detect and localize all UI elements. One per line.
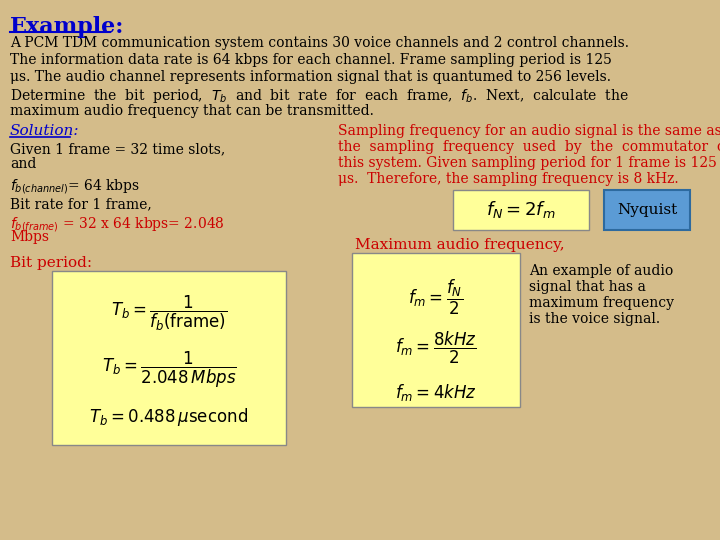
Text: μs.  Therefore, the sampling frequency is 8 kHz.: μs. Therefore, the sampling frequency is… [338,172,679,186]
Text: $T_b = \dfrac{1}{2.048\,Mbps}$: $T_b = \dfrac{1}{2.048\,Mbps}$ [102,350,236,390]
Text: Sampling frequency for an audio signal is the same as: Sampling frequency for an audio signal i… [338,124,720,138]
Text: Example:: Example: [10,16,125,38]
Text: the  sampling  frequency  used  by  the  commutator  of: the sampling frequency used by the commu… [338,140,720,154]
Text: Solution:: Solution: [10,124,79,138]
Text: Given 1 frame = 32 time slots,: Given 1 frame = 32 time slots, [10,142,225,156]
Text: Nyquist: Nyquist [617,203,677,217]
Text: A PCM TDM communication system contains 30 voice channels and 2 control channels: A PCM TDM communication system contains … [10,36,629,50]
Text: Bit period:: Bit period: [10,256,92,270]
Text: maximum frequency: maximum frequency [529,296,674,310]
Text: $f_{b(frame)}$ = 32 x 64 kbps= 2.048: $f_{b(frame)}$ = 32 x 64 kbps= 2.048 [10,215,225,234]
Text: Maximum audio frequency,: Maximum audio frequency, [355,238,564,252]
Text: μs. The audio channel represents information signal that is quantumed to 256 lev: μs. The audio channel represents informa… [10,70,611,84]
Text: An example of audio: An example of audio [529,264,673,278]
FancyBboxPatch shape [453,190,589,230]
FancyBboxPatch shape [52,271,286,445]
Text: $T_b = \dfrac{1}{f_b(\mathrm{frame})}$: $T_b = \dfrac{1}{f_b(\mathrm{frame})}$ [111,294,228,333]
Text: this system. Given sampling period for 1 frame is 125: this system. Given sampling period for 1… [338,156,717,170]
Text: Determine  the  bit  period,  $T_b$  and  bit  rate  for  each  frame,  $f_b$.  : Determine the bit period, $T_b$ and bit … [10,87,629,105]
Text: $f_m = \dfrac{f_N}{2}$: $f_m = \dfrac{f_N}{2}$ [408,278,464,317]
Text: The information data rate is 64 kbps for each channel. Frame sampling period is : The information data rate is 64 kbps for… [10,53,612,67]
FancyBboxPatch shape [352,253,520,407]
Text: $f_N = 2f_m$: $f_N = 2f_m$ [486,199,556,220]
Text: $T_b = 0.488\,\mu\mathrm{second}$: $T_b = 0.488\,\mu\mathrm{second}$ [89,406,248,428]
Text: maximum audio frequency that can be transmitted.: maximum audio frequency that can be tran… [10,104,374,118]
Text: Mbps: Mbps [10,230,49,244]
FancyBboxPatch shape [604,190,690,230]
Text: signal that has a: signal that has a [529,280,646,294]
Text: $f_{b(channel)}$= 64 kbps: $f_{b(channel)}$= 64 kbps [10,177,140,196]
Text: and: and [10,157,37,171]
Text: is the voice signal.: is the voice signal. [529,312,660,326]
Text: Bit rate for 1 frame,: Bit rate for 1 frame, [10,197,152,211]
Text: $f_m = \dfrac{8kHz}{2}$: $f_m = \dfrac{8kHz}{2}$ [395,330,477,366]
Text: $f_m = 4kHz$: $f_m = 4kHz$ [395,382,477,403]
